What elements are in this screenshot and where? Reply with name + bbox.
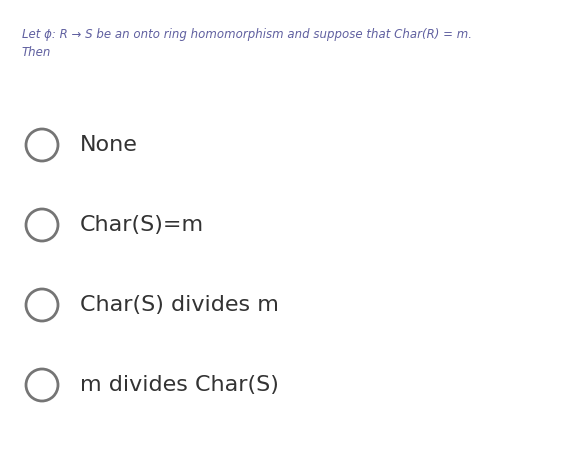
Text: Then: Then: [22, 46, 51, 59]
Text: m divides Char(S): m divides Char(S): [80, 375, 279, 395]
Text: None: None: [80, 135, 138, 155]
Text: Char(S)=m: Char(S)=m: [80, 215, 204, 235]
Text: Let ϕ: R → S be an onto ring homomorphism and suppose that Char(R) = m.: Let ϕ: R → S be an onto ring homomorphis…: [22, 28, 472, 41]
Text: Char(S) divides m: Char(S) divides m: [80, 295, 279, 315]
